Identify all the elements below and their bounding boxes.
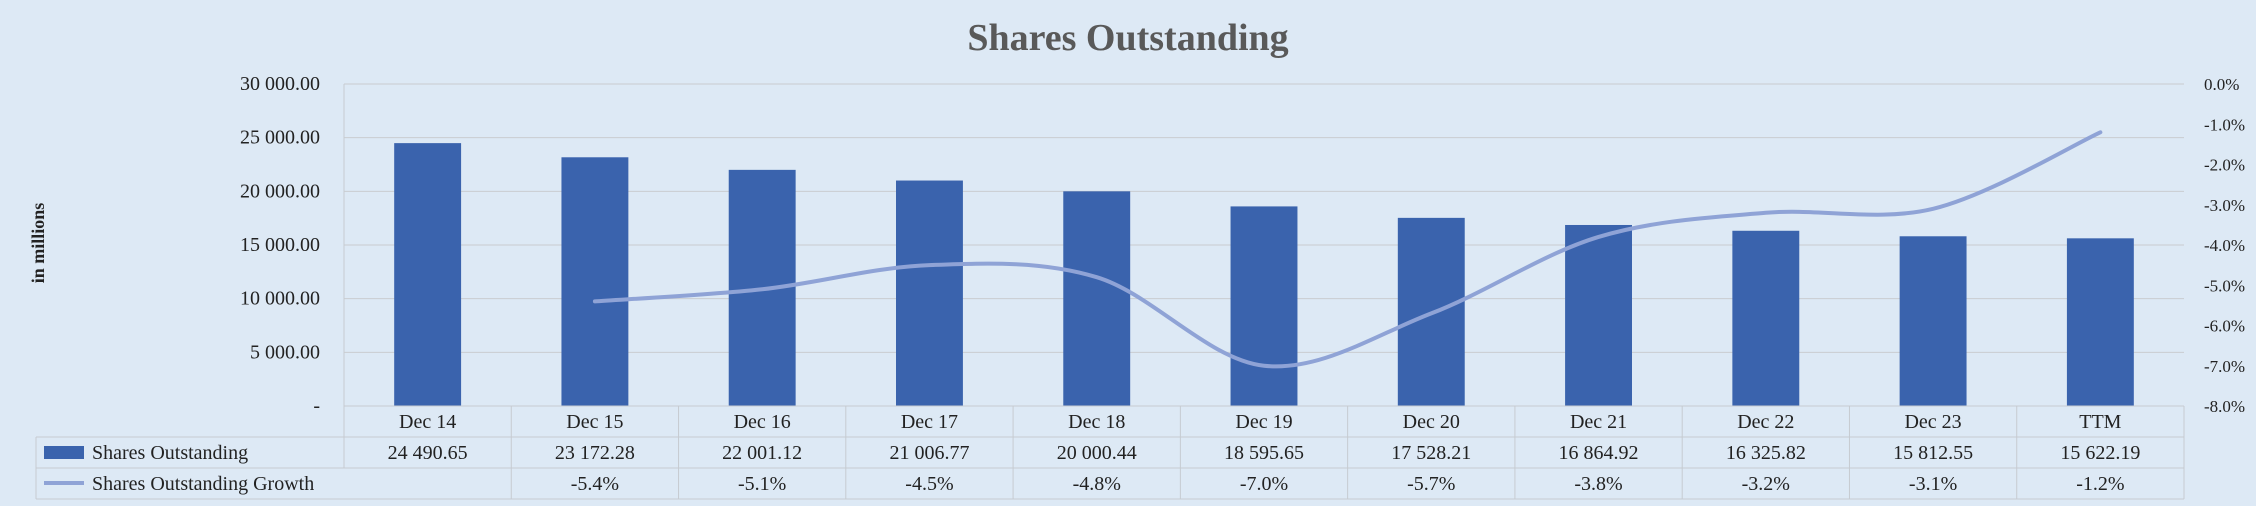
right-axis-tick-label: 0.0%	[2204, 75, 2239, 94]
left-axis: - 5 000.00 10 000.00 15 000.00 20 000.00 25 0…	[240, 73, 320, 417]
left-axis-tick-label: -	[313, 395, 320, 417]
data-label: -3.8%	[1574, 473, 1622, 495]
right-axis-tick-label: -4.0%	[2204, 236, 2245, 255]
left-axis-tick-label: 15 000.00	[240, 234, 320, 256]
category-label: Dec 17	[901, 411, 958, 433]
data-label: -3.1%	[1909, 473, 1957, 495]
category-label: Dec 14	[399, 411, 456, 433]
data-label: -7.0%	[1240, 473, 1288, 495]
bar	[1565, 224, 1632, 406]
data-label: 17 528.21	[1391, 442, 1471, 464]
data-label: 22 001.12	[722, 442, 802, 464]
y-axis-label: in millions	[28, 203, 48, 284]
bar	[1899, 236, 1967, 406]
legend-label: Shares Outstanding	[92, 442, 248, 464]
data-label: -1.2%	[2076, 473, 2124, 495]
category-label: Dec 15	[566, 411, 623, 433]
left-axis-tick-label: 5 000.00	[250, 341, 320, 363]
bar	[394, 143, 462, 406]
data-label: 16 325.82	[1726, 442, 1806, 464]
category-label: Dec 18	[1068, 411, 1125, 433]
data-label: 15 812.55	[1893, 442, 1973, 464]
data-label: -4.8%	[1073, 473, 1121, 495]
category-label: Dec 22	[1737, 411, 1794, 433]
right-axis-tick-label: -3.0%	[2204, 196, 2245, 215]
data-label: -5.1%	[738, 473, 786, 495]
category-label: Dec 20	[1403, 411, 1460, 433]
bar	[896, 180, 963, 406]
data-label: 21 006.77	[889, 442, 969, 464]
data-label: 24 490.65	[388, 442, 468, 464]
category-label: Dec 16	[734, 411, 791, 433]
data-label: 18 595.65	[1224, 442, 1304, 464]
data-label: -4.5%	[905, 473, 953, 495]
category-label: TTM	[2079, 411, 2121, 433]
bar	[2066, 238, 2134, 406]
right-axis-tick-label: -6.0%	[2204, 317, 2245, 336]
bar	[561, 157, 629, 406]
growth-line	[592, 130, 2103, 369]
line-series	[592, 130, 2103, 369]
right-axis: 0.0% -1.0% -2.0% -3.0% -4.0% -5.0% -6.0% -7.0% -…	[2204, 75, 2245, 416]
left-axis-tick-label: 25 000.00	[240, 127, 320, 149]
right-axis-tick-label: -8.0%	[2204, 397, 2245, 416]
legend-swatch-bar	[44, 446, 84, 459]
data-label: -5.7%	[1407, 473, 1455, 495]
right-axis-tick-label: -7.0%	[2204, 357, 2245, 376]
right-axis-tick-label: -5.0%	[2204, 276, 2245, 295]
legend-label: Shares Outstanding Growth	[92, 473, 314, 495]
left-axis-tick-label: 30 000.00	[240, 73, 320, 95]
left-axis-tick-label: 10 000.00	[240, 288, 320, 310]
left-axis-tick-label: 20 000.00	[240, 180, 320, 202]
category-label: Dec 21	[1570, 411, 1627, 433]
data-label: 20 000.44	[1057, 442, 1137, 464]
right-axis-tick-label: -1.0%	[2204, 115, 2245, 134]
data-label: 16 864.92	[1559, 442, 1639, 464]
bar	[1732, 230, 1800, 406]
data-table: Dec 14 Dec 15 Dec 16 Dec 17 Dec 18 Dec 19 Dec …	[35, 84, 2185, 500]
data-label: 15 622.19	[2060, 442, 2140, 464]
bar	[1230, 206, 1298, 406]
data-label: 23 172.28	[555, 442, 635, 464]
bar	[1063, 191, 1131, 406]
data-label: -5.4%	[571, 473, 619, 495]
right-axis-tick-label: -2.0%	[2204, 156, 2245, 175]
category-label: Dec 23	[1904, 411, 1961, 433]
category-label: Dec 19	[1235, 411, 1292, 433]
chart-title: Shares Outstanding	[967, 17, 1288, 59]
data-label: -3.2%	[1742, 473, 1790, 495]
